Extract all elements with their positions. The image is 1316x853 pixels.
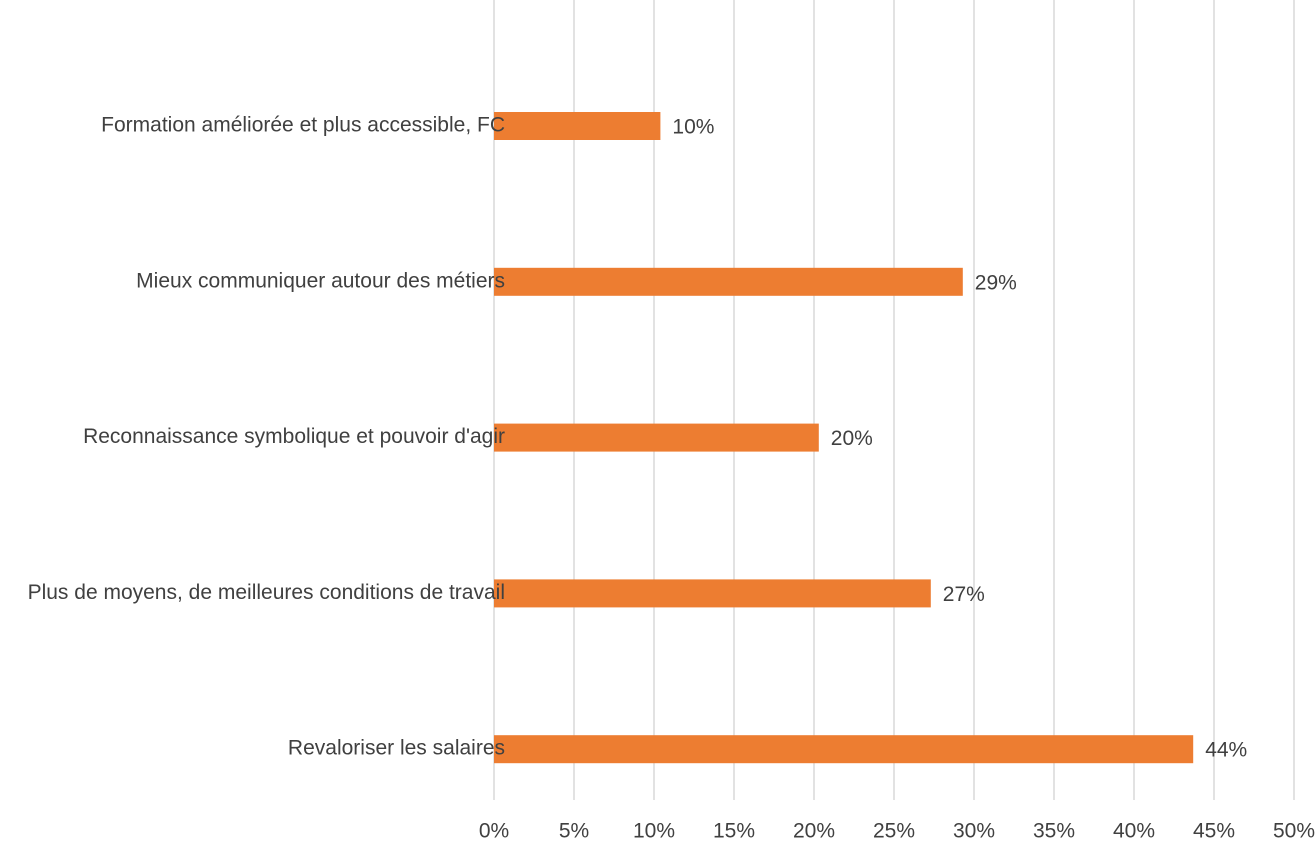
data-label: 44%: [1205, 739, 1247, 762]
category-label: Revaloriser les salaires: [288, 737, 505, 760]
x-tick-label: 50%: [1273, 820, 1315, 843]
x-tick-label: 10%: [633, 820, 675, 843]
data-label: 27%: [943, 583, 985, 606]
x-tick-label: 20%: [793, 820, 835, 843]
data-label: 20%: [831, 427, 873, 450]
bar: [494, 423, 819, 452]
x-tick-label: 25%: [873, 820, 915, 843]
x-tick-label: 5%: [559, 820, 589, 843]
bar: [494, 579, 931, 608]
category-label: Reconnaissance symbolique et pouvoir d'a…: [83, 425, 505, 448]
bar: [494, 267, 963, 296]
x-tick-label: 40%: [1113, 820, 1155, 843]
bar: [494, 735, 1194, 764]
x-tick-label: 15%: [713, 820, 755, 843]
x-tick-label: 0%: [479, 820, 509, 843]
category-label: Formation améliorée et plus accessible, …: [101, 114, 505, 137]
x-tick-label: 30%: [953, 820, 995, 843]
category-label: Mieux communiquer autour des métiers: [136, 269, 505, 292]
bar: [494, 112, 661, 140]
data-label: 10%: [672, 116, 714, 139]
x-tick-label: 35%: [1033, 820, 1075, 843]
data-label: 29%: [975, 271, 1017, 294]
x-tick-label: 45%: [1193, 820, 1235, 843]
category-label: Plus de moyens, de meilleures conditions…: [28, 581, 505, 604]
